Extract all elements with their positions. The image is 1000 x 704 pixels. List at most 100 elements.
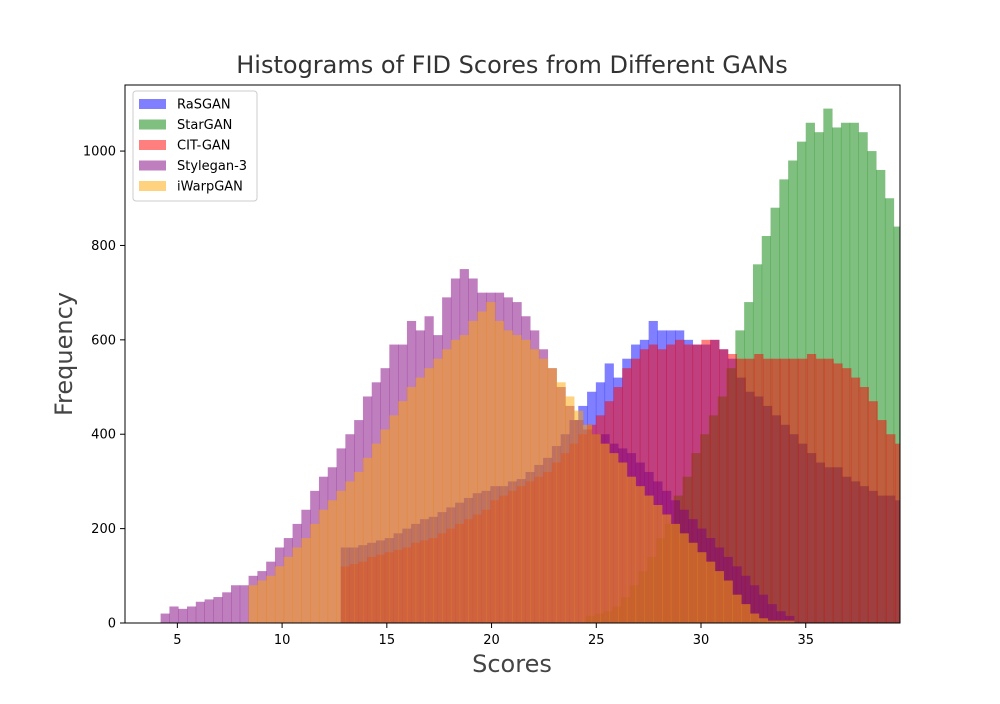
histogram-bar — [204, 599, 214, 623]
histogram-bar — [736, 358, 746, 623]
histogram-bar — [424, 368, 434, 623]
histogram-bar — [354, 471, 364, 623]
histogram-bar — [266, 575, 276, 623]
histogram-bars — [160, 108, 900, 623]
histogram-bar — [433, 358, 443, 623]
legend-label: Stylegan-3 — [177, 159, 247, 174]
x-tick-label: 35 — [797, 633, 814, 648]
histogram-bar — [160, 613, 170, 623]
x-tick-label: 20 — [483, 633, 500, 648]
x-axis-ticks: 5 10 15 20 25 30 35 — [173, 623, 814, 648]
histogram-bar — [776, 620, 786, 623]
plot-frame — [124, 84, 901, 624]
histogram-bar — [692, 344, 702, 623]
histogram-bar — [894, 443, 900, 623]
histogram-bar — [785, 615, 795, 623]
histogram-bar — [789, 358, 799, 623]
histogram-bar — [222, 592, 232, 623]
histogram-bar — [292, 547, 302, 623]
histogram-bar — [248, 585, 258, 623]
histogram-bar — [776, 611, 786, 623]
legend-swatch — [139, 160, 166, 171]
histogram-bar — [824, 358, 834, 623]
x-tick-label: 5 — [173, 633, 181, 648]
y-axis-ticks: 0 200 400 600 800 1000 — [83, 145, 125, 632]
legend-item: CIT-GAN — [139, 139, 231, 154]
legend-item: RaSGAN — [139, 98, 231, 113]
histogram-bar — [169, 606, 179, 623]
histogram-bar — [318, 509, 329, 623]
histogram-bar — [754, 354, 764, 623]
histogram-bar — [675, 339, 685, 623]
histogram-bar — [178, 608, 188, 623]
legend-label: CIT-GAN — [177, 139, 231, 154]
histogram-bar — [867, 151, 877, 623]
histogram-bar — [750, 585, 760, 623]
histogram-bar — [565, 396, 575, 623]
legend-label: iWarpGAN — [177, 180, 243, 195]
legend-label: RaSGAN — [177, 98, 231, 113]
x-axis-label: Scores — [472, 650, 552, 678]
histogram-bar — [336, 490, 346, 623]
histogram-bar — [538, 358, 549, 623]
histogram-bar — [609, 453, 619, 623]
histogram-bar — [213, 597, 223, 623]
histogram-bar — [503, 330, 513, 623]
histogram-bar — [512, 335, 522, 623]
histogram-bar — [406, 387, 417, 623]
histogram-bar — [719, 349, 729, 623]
histogram-bar — [785, 620, 795, 623]
histogram-bar — [807, 354, 817, 623]
histogram-bar — [494, 320, 505, 623]
histogram-bar — [833, 363, 843, 623]
histogram-bar — [886, 434, 896, 623]
histogram-bar — [893, 226, 900, 623]
histogram-bar — [842, 368, 852, 623]
y-tick-label: 800 — [91, 239, 116, 254]
histogram-bar — [758, 594, 769, 623]
histogram-bar — [767, 620, 777, 623]
legend-swatch — [139, 119, 166, 130]
histogram-bar — [701, 339, 711, 623]
histogram-bar — [706, 561, 716, 623]
histogram-bar — [780, 358, 790, 623]
legend-box — [132, 90, 258, 202]
x-tick-label: 30 — [693, 633, 710, 648]
histogram-bar — [274, 566, 285, 623]
histogram-bar — [859, 387, 869, 623]
histogram-bar — [714, 571, 725, 623]
histogram-bar — [697, 552, 707, 623]
histogram-bar — [745, 358, 755, 623]
y-axis-label: Frequency — [50, 292, 78, 416]
histogram-bar — [815, 358, 825, 623]
histogram-bar — [644, 495, 654, 623]
legend-item: StarGAN — [139, 118, 232, 133]
histogram-bar — [662, 514, 672, 623]
legend-label: StarGAN — [177, 118, 232, 133]
histogram-bar — [710, 339, 720, 623]
histogram-bar — [884, 198, 895, 623]
x-tick-label: 15 — [379, 633, 396, 648]
histogram-bar — [389, 415, 399, 623]
legend-item: Stylegan-3 — [139, 159, 247, 174]
histogram-bar — [239, 585, 249, 623]
histogram-bar — [600, 443, 610, 623]
legend: RaSGAN StarGAN CIT-GAN Stylegan-3 iWarpGAN — [132, 90, 258, 202]
histogram-bar — [415, 377, 425, 623]
histogram-bar — [582, 424, 593, 623]
y-tick-label: 600 — [91, 333, 116, 348]
histogram-bar — [442, 349, 452, 623]
histogram-bar — [547, 368, 557, 623]
x-tick-label: 10 — [274, 633, 291, 648]
histogram-bar — [877, 420, 887, 623]
histogram-bar — [683, 344, 694, 623]
histogram-bar — [635, 486, 645, 623]
histogram-bar — [763, 358, 773, 623]
histogram-bar — [398, 401, 408, 623]
histogram-bar — [327, 500, 337, 623]
legend-swatch — [139, 181, 166, 191]
series-iwarpgan — [248, 302, 795, 623]
legend-item: iWarpGAN — [139, 180, 243, 195]
